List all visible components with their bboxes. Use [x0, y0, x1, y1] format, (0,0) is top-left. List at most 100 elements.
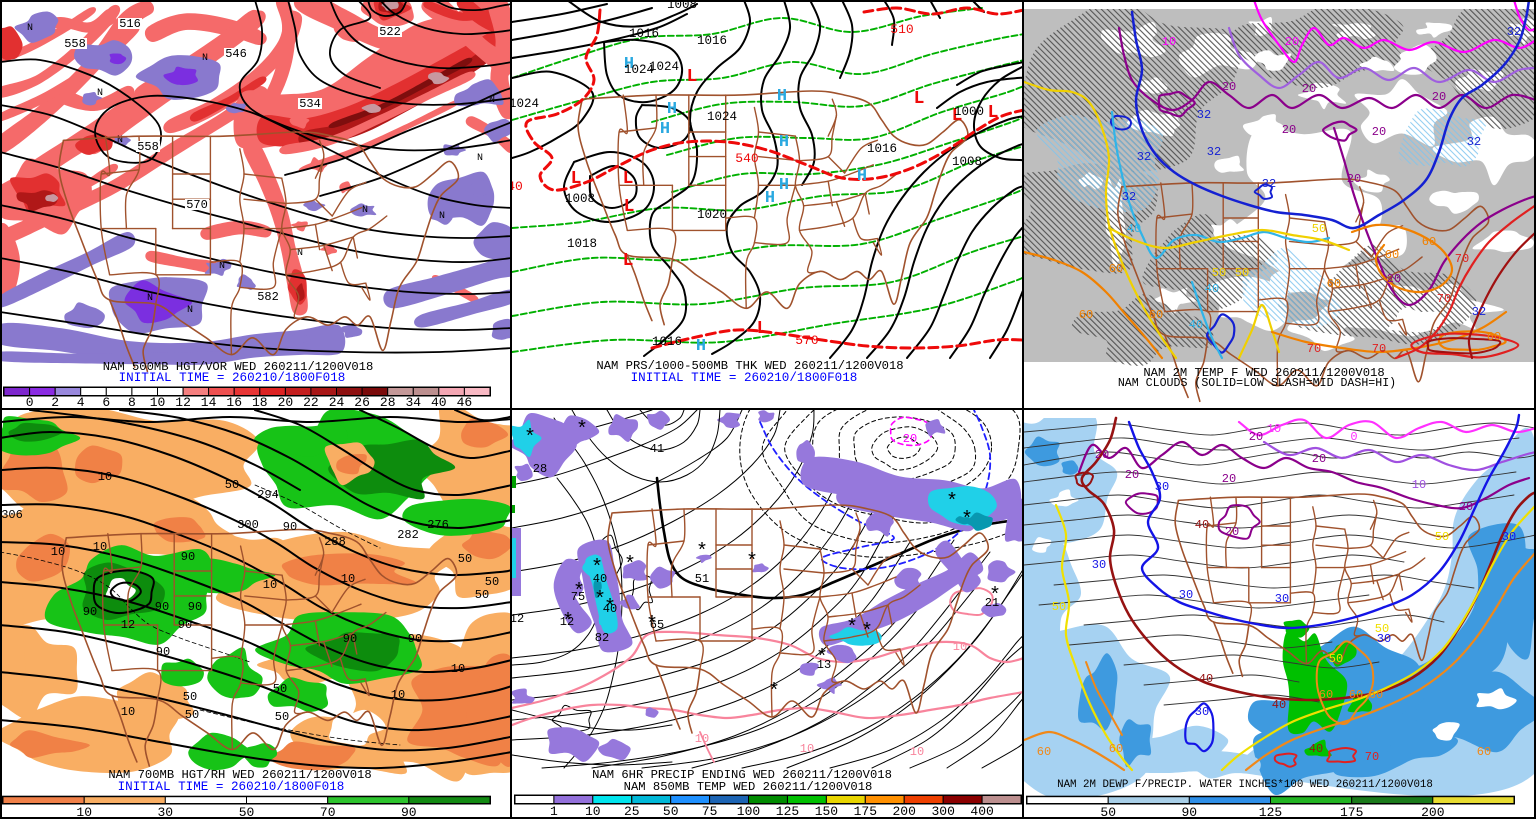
- svg-text:10: 10: [585, 804, 601, 819]
- svg-text:125: 125: [776, 804, 799, 819]
- svg-text:70: 70: [1455, 252, 1469, 266]
- svg-text:L: L: [687, 67, 698, 87]
- svg-text:540: 540: [735, 151, 758, 166]
- svg-text:558: 558: [137, 140, 159, 154]
- svg-text:32: 32: [1472, 305, 1486, 319]
- svg-text:65: 65: [650, 618, 664, 632]
- svg-text:1000: 1000: [954, 105, 984, 119]
- svg-text:510: 510: [890, 22, 913, 37]
- svg-text:46: 46: [457, 395, 473, 410]
- svg-text:20: 20: [1347, 172, 1361, 186]
- svg-text:20: 20: [1387, 272, 1401, 286]
- svg-text:32: 32: [1507, 25, 1521, 39]
- svg-text:40: 40: [603, 602, 617, 616]
- svg-text:20: 20: [1095, 448, 1109, 462]
- svg-text:28: 28: [533, 462, 547, 476]
- svg-text:N: N: [97, 88, 103, 99]
- svg-text:0: 0: [26, 395, 34, 410]
- svg-text:20: 20: [1285, 35, 1299, 49]
- svg-text:*: *: [861, 621, 873, 644]
- svg-text:200: 200: [892, 804, 915, 819]
- svg-text:75: 75: [702, 804, 718, 819]
- svg-text:H: H: [779, 176, 789, 195]
- svg-text:4: 4: [77, 395, 85, 410]
- svg-text:NAM 850MB TEMP WED 260211/1200: NAM 850MB TEMP WED 260211/1200V018: [624, 780, 873, 794]
- svg-text:32: 32: [1137, 150, 1151, 164]
- svg-text:12: 12: [175, 395, 191, 410]
- svg-text:41: 41: [650, 442, 664, 456]
- svg-text:12: 12: [560, 615, 574, 629]
- svg-text:30: 30: [1092, 558, 1106, 572]
- svg-text:10: 10: [391, 688, 405, 702]
- svg-text:1: 1: [550, 804, 558, 819]
- svg-text:40: 40: [1195, 518, 1209, 532]
- svg-text:10: 10: [1162, 35, 1176, 49]
- svg-text:H: H: [624, 55, 634, 74]
- svg-text:14: 14: [201, 395, 217, 410]
- svg-text:H: H: [696, 337, 706, 356]
- svg-text:50: 50: [275, 710, 289, 724]
- svg-text:200: 200: [1421, 805, 1444, 819]
- svg-text:1016: 1016: [697, 34, 727, 48]
- svg-text:75: 75: [571, 590, 585, 604]
- svg-text:*: *: [562, 611, 574, 634]
- svg-text:50: 50: [1052, 600, 1066, 614]
- svg-text:30: 30: [1195, 705, 1209, 719]
- svg-text:L: L: [624, 197, 635, 217]
- svg-text:N: N: [187, 305, 193, 316]
- svg-text:H: H: [660, 120, 670, 139]
- svg-text:282: 282: [397, 528, 419, 542]
- svg-text:50: 50: [185, 708, 199, 722]
- svg-text:20: 20: [1459, 500, 1473, 514]
- svg-text:400: 400: [970, 804, 993, 819]
- svg-text:1020: 1020: [697, 208, 727, 222]
- svg-text:20: 20: [1249, 430, 1263, 444]
- svg-text:26: 26: [354, 395, 370, 410]
- svg-text:40: 40: [1309, 742, 1323, 756]
- svg-text:90: 90: [343, 632, 357, 646]
- svg-text:1024: 1024: [649, 60, 679, 74]
- svg-text:582: 582: [257, 290, 279, 304]
- svg-text:50: 50: [458, 552, 472, 566]
- svg-text:20: 20: [903, 432, 917, 446]
- svg-text:516: 516: [119, 17, 141, 31]
- svg-text:13: 13: [817, 658, 831, 672]
- svg-text:10: 10: [910, 745, 924, 759]
- svg-text:32: 32: [1262, 177, 1276, 191]
- svg-text:300: 300: [237, 518, 259, 532]
- svg-text:NAM PRS/1000-500MB THK WED 260: NAM PRS/1000-500MB THK WED 260211/1200V0…: [596, 359, 903, 373]
- svg-text:L: L: [988, 103, 999, 123]
- svg-text:*: *: [768, 681, 780, 704]
- svg-text:L: L: [571, 169, 582, 189]
- svg-text:20: 20: [1222, 472, 1236, 486]
- svg-text:70: 70: [1437, 292, 1451, 306]
- svg-text:90: 90: [188, 600, 202, 614]
- svg-text:INITIAL TIME = 260210/1800F018: INITIAL TIME = 260210/1800F018: [118, 780, 345, 794]
- svg-text:60: 60: [1149, 308, 1163, 322]
- svg-text:*: *: [961, 509, 973, 532]
- svg-text:*: *: [946, 491, 958, 514]
- svg-text:1008: 1008: [565, 192, 595, 206]
- svg-text:34: 34: [405, 395, 421, 410]
- svg-text:NAM 2M DEWP F/PRECIP. WATER IN: NAM 2M DEWP F/PRECIP. WATER INCHES*100 W…: [1057, 779, 1433, 791]
- svg-text:N: N: [27, 23, 33, 34]
- svg-text:60: 60: [1349, 688, 1363, 702]
- svg-text:300: 300: [931, 804, 954, 819]
- svg-text:60: 60: [1487, 330, 1501, 344]
- svg-text:*: *: [989, 585, 1001, 608]
- svg-text:12: 12: [512, 612, 524, 626]
- svg-text:60: 60: [1327, 277, 1341, 291]
- svg-text:1016: 1016: [652, 335, 682, 349]
- svg-text:1008: 1008: [667, 0, 697, 12]
- svg-text:1016: 1016: [867, 142, 897, 156]
- svg-text:L: L: [952, 106, 963, 126]
- svg-text:82: 82: [595, 631, 609, 645]
- svg-text:288: 288: [324, 535, 346, 549]
- svg-text:N: N: [297, 248, 303, 259]
- svg-text:NAM 2M TEMP F WED 260211/1200V: NAM 2M TEMP F WED 260211/1200V018: [1143, 366, 1384, 380]
- svg-text:NAM 700MB HGT/RH WED 260211/12: NAM 700MB HGT/RH WED 260211/1200V018: [108, 768, 371, 782]
- svg-text:32: 32: [1197, 108, 1211, 122]
- svg-text:22: 22: [303, 395, 319, 410]
- svg-text:60: 60: [1369, 688, 1383, 702]
- svg-text:306: 306: [1, 508, 23, 522]
